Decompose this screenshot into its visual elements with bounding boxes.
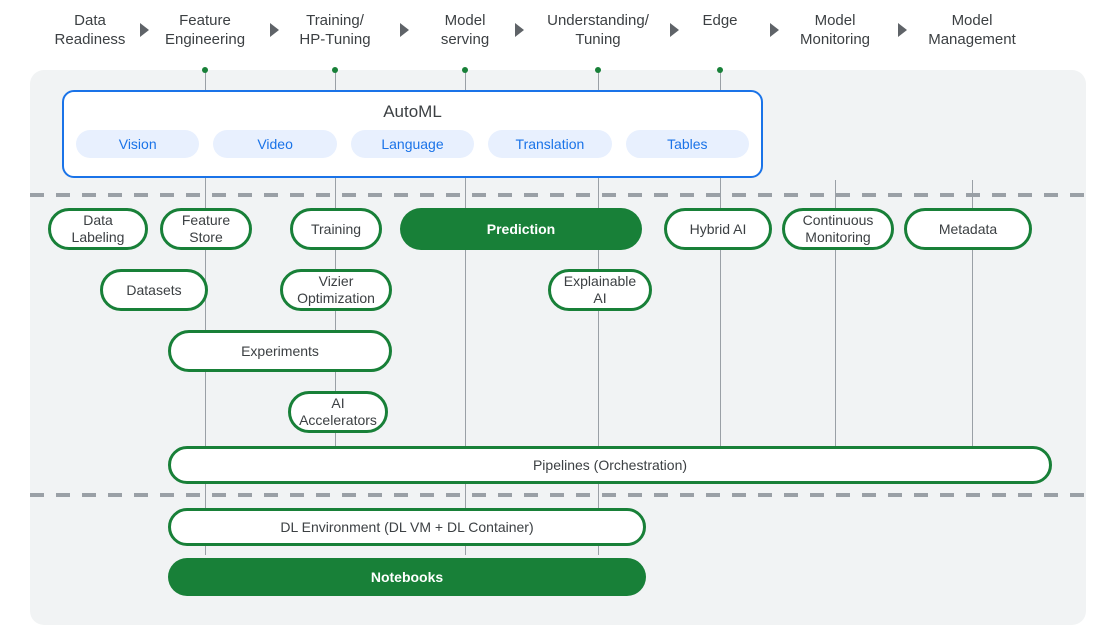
section-divider [30, 193, 1086, 197]
chevron-right-icon [515, 23, 524, 37]
chevron-right-icon [670, 23, 679, 37]
connector-dot [332, 67, 338, 73]
pill-dl-environment-dl-vm-+-dl-container: DL Environment (DL VM + DL Container) [168, 508, 646, 546]
stage-header: Data Readiness Feature Engineering Trainin… [0, 0, 1116, 60]
pill-metadata: Metadata [904, 208, 1032, 250]
connector-dot [717, 67, 723, 73]
connector-dot [462, 67, 468, 73]
chevron-right-icon [270, 23, 279, 37]
pill-prediction: Prediction [400, 208, 642, 250]
stage-label-2: Training/ HP-Tuning [299, 12, 370, 50]
automl-pill-row: Vision Video Language Translation Tables [64, 130, 761, 170]
diagram-panel: AutoMLVision Video Language Translation Tabl… [30, 70, 1086, 625]
pill-feature-store: Feature Store [160, 208, 252, 250]
pill-hybrid-ai: Hybrid AI [664, 208, 772, 250]
pill-ai-accelerators: AI Accelerators [288, 391, 388, 433]
automl-group: AutoMLVision Video Language Translation Tabl… [62, 90, 763, 178]
pill-vizier-optimization: Vizier Optimization [280, 269, 392, 311]
chevron-right-icon [140, 23, 149, 37]
connector-dot [202, 67, 208, 73]
stage-label-3: Model serving [441, 12, 489, 50]
pill-training: Training [290, 208, 382, 250]
automl-pill-video: Video [213, 130, 336, 158]
automl-title: AutoML [64, 92, 761, 130]
pill-data-labeling: Data Labeling [48, 208, 148, 250]
chevron-right-icon [400, 23, 409, 37]
chevron-right-icon [770, 23, 779, 37]
pill-notebooks: Notebooks [168, 558, 646, 596]
automl-pill-translation: Translation [488, 130, 611, 158]
automl-pill-vision: Vision [76, 130, 199, 158]
stage-label-1: Feature Engineering [165, 12, 245, 50]
section-divider [30, 493, 1086, 497]
pill-experiments: Experiments [168, 330, 392, 372]
chevron-right-icon [898, 23, 907, 37]
pill-continuous-monitoring: Continuous Monitoring [782, 208, 894, 250]
pill-datasets: Datasets [100, 269, 208, 311]
automl-pill-tables: Tables [626, 130, 749, 158]
stage-label-6: Model Monitoring [800, 12, 870, 50]
pill-explainable-ai: Explainable AI [548, 269, 652, 311]
pill-pipelines-orchestration: Pipelines (Orchestration) [168, 446, 1052, 484]
automl-pill-language: Language [351, 130, 474, 158]
stage-label-4: Understanding/ Tuning [547, 12, 649, 50]
stage-label-7: Model Management [928, 12, 1016, 50]
connector-dot [595, 67, 601, 73]
stage-label-0: Data Readiness [55, 12, 126, 50]
stage-label-5: Edge [702, 12, 737, 31]
